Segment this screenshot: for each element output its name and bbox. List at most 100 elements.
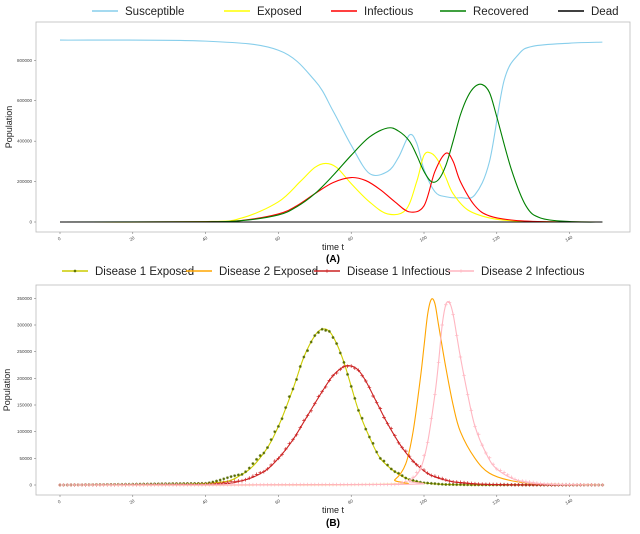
marker-disease-2-infectious <box>123 483 128 487</box>
marker-disease-2-infectious <box>291 482 295 487</box>
marker-disease-2-infectious <box>269 482 273 487</box>
marker-disease-1-infectious <box>229 479 233 484</box>
marker-disease-2-infectious <box>502 470 506 475</box>
marker-disease-2-infectious <box>484 451 488 455</box>
marker-disease-2-infectious <box>535 481 539 485</box>
marker-disease-2-infectious <box>87 483 91 487</box>
y-tick-label: 200000 <box>17 376 33 381</box>
series-markers-disease-1-exposed <box>58 327 604 487</box>
marker-disease-1-exposed <box>313 334 317 338</box>
marker-disease-1-infectious <box>429 473 434 478</box>
marker-disease-2-infectious <box>465 392 470 397</box>
marker-disease-2-infectious <box>589 483 594 487</box>
marker-disease-2-infectious <box>374 482 379 487</box>
panel-b-ticks: 0 20 40 60 80 100 120 140 0 50000 100000 150000 2000… <box>17 296 574 506</box>
marker-disease-2-infectious <box>520 479 525 483</box>
marker-disease-1-infectious <box>254 472 259 477</box>
marker-disease-1-exposed <box>229 475 233 479</box>
x-tick-label: 120 <box>492 497 501 505</box>
marker-disease-1-infectious <box>491 482 495 487</box>
marker-disease-1-infectious <box>258 470 262 475</box>
marker-disease-1-infectious <box>451 480 455 484</box>
marker-disease-1-exposed <box>276 424 280 428</box>
marker-disease-2-infectious <box>385 482 390 487</box>
marker-disease-1-infectious <box>265 467 270 471</box>
marker-disease-2-infectious <box>454 333 459 338</box>
marker-disease-1-exposed <box>240 472 244 476</box>
marker-disease-1-exposed <box>386 463 390 467</box>
marker-disease-1-infectious <box>236 479 241 483</box>
marker-disease-2-infectious <box>138 483 142 487</box>
marker-disease-1-infectious <box>232 479 237 484</box>
marker-disease-2-infectious <box>200 482 204 487</box>
marker-disease-1-infectious <box>516 483 521 487</box>
marker-disease-1-infectious <box>356 368 361 373</box>
marker-disease-2-infectious <box>393 482 397 487</box>
marker-disease-1-exposed <box>400 474 404 478</box>
legend-item-recovered: Recovered <box>440 6 529 18</box>
panel-a-frame <box>35 21 631 233</box>
marker-disease-1-infectious <box>243 477 248 482</box>
marker-disease-2-infectious <box>174 483 179 487</box>
marker-disease-1-infectious <box>349 364 353 368</box>
marker-disease-2-infectious <box>575 482 579 487</box>
marker-disease-2-infectious <box>276 482 281 487</box>
series-line-recovered <box>59 83 603 223</box>
marker-disease-2-infectious <box>265 482 270 487</box>
marker-disease-2-infectious <box>480 443 485 447</box>
y-tick-label: 600000 <box>17 98 33 103</box>
marker-disease-2-infectious <box>363 482 368 487</box>
marker-disease-1-exposed <box>382 459 386 463</box>
marker-disease-2-infectious <box>214 482 219 487</box>
marker-disease-1-infectious <box>495 482 499 487</box>
marker-disease-1-exposed <box>255 457 259 461</box>
panel-b-label: (B) <box>326 518 340 529</box>
marker-disease-1-exposed <box>462 483 466 487</box>
marker-disease-2-infectious <box>294 482 299 487</box>
marker-disease-2-infectious <box>349 482 353 487</box>
marker-disease-1-infectious <box>309 408 313 413</box>
marker-disease-1-exposed <box>211 480 215 484</box>
marker-disease-1-infectious <box>272 459 277 463</box>
y-tick-label: 350000 <box>17 296 33 301</box>
marker-disease-1-exposed <box>397 471 401 475</box>
marker-disease-2-infectious <box>131 483 135 487</box>
marker-disease-2-infectious <box>342 482 346 487</box>
marker-disease-2-infectious <box>203 482 208 487</box>
marker-disease-2-infectious <box>407 478 412 483</box>
marker-disease-2-infectious <box>516 478 521 483</box>
marker-disease-2-infectious <box>553 482 557 487</box>
marker-disease-1-infectious <box>316 394 321 399</box>
marker-disease-2-infectious <box>76 483 80 487</box>
marker-disease-2-infectious <box>549 482 554 487</box>
marker-disease-1-exposed <box>262 451 266 455</box>
x-tick-label: 0 <box>57 236 62 242</box>
marker-disease-2-infectious <box>323 482 328 487</box>
marker-disease-1-exposed <box>349 384 353 388</box>
marker-disease-1-exposed <box>251 462 255 466</box>
marker-disease-1-infectious <box>473 481 477 486</box>
marker-disease-2-infectious <box>505 473 510 477</box>
marker-disease-1-infectious <box>462 480 466 485</box>
marker-disease-2-infectious <box>582 482 586 487</box>
marker-disease-1-infectious <box>404 449 408 453</box>
marker-disease-2-infectious <box>458 355 463 359</box>
marker-disease-2-infectious <box>254 482 259 487</box>
marker-disease-1-exposed <box>295 378 299 382</box>
marker-disease-1-infectious <box>262 469 266 474</box>
marker-disease-2-infectious <box>211 482 215 487</box>
marker-disease-1-infectious <box>382 415 386 420</box>
marker-disease-2-infectious <box>334 482 339 487</box>
marker-disease-1-exposed <box>440 482 444 486</box>
marker-disease-1-exposed <box>455 483 459 487</box>
marker-disease-2-infectious <box>105 483 110 487</box>
x-tick-label: 140 <box>564 234 573 242</box>
marker-disease-2-infectious <box>83 483 88 487</box>
marker-disease-2-infectious <box>425 440 430 445</box>
series-line-disease-1-infectious <box>59 364 603 486</box>
marker-disease-2-infectious <box>476 432 481 437</box>
marker-disease-1-exposed <box>338 351 342 355</box>
marker-disease-1-exposed <box>244 470 248 474</box>
marker-disease-2-infectious <box>345 482 350 487</box>
